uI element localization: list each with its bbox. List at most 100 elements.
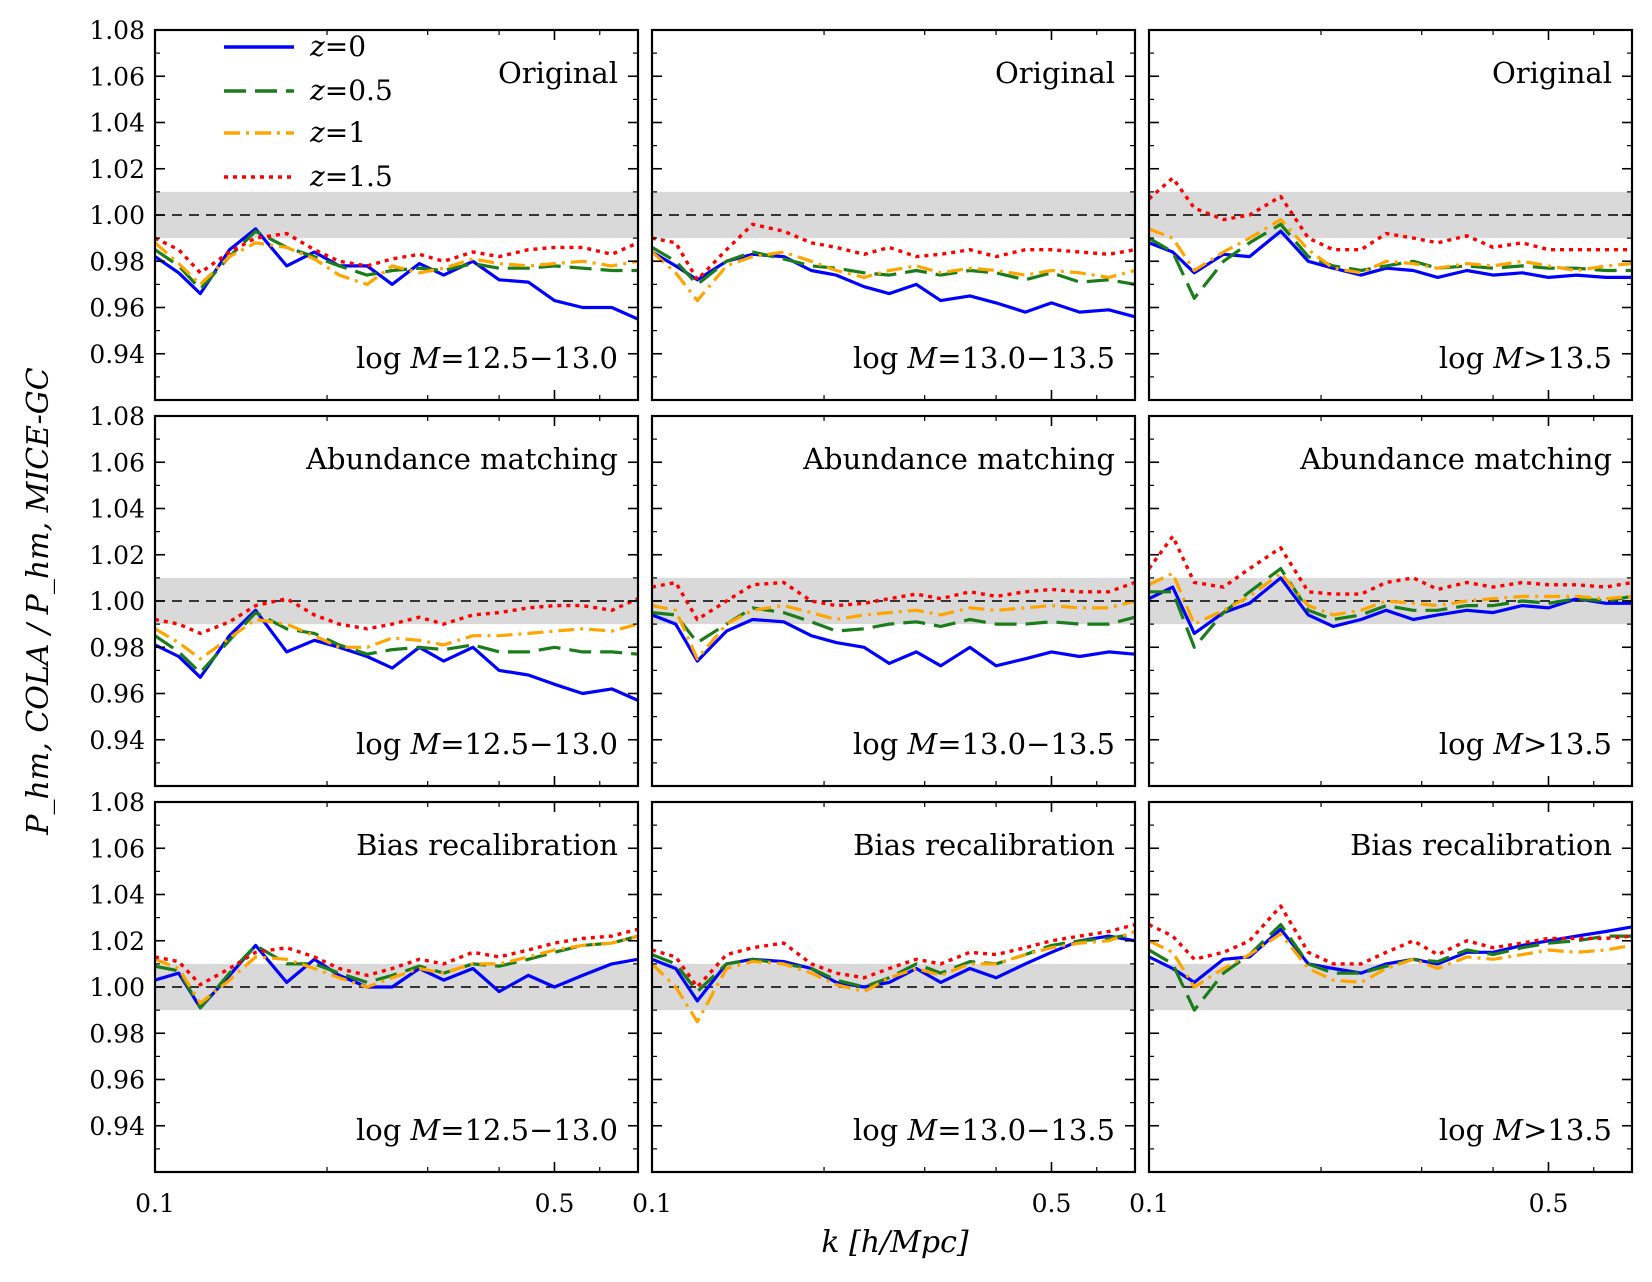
x-axis-title: k [h/Mpc] xyxy=(821,1225,969,1260)
y-tick-label: 1.06 xyxy=(89,448,145,477)
series-line-z=0.5 xyxy=(1149,566,1632,649)
y-tick-label: 0.98 xyxy=(89,1019,145,1048)
mass-prefix: log xyxy=(1439,727,1494,761)
panel-title: Original xyxy=(498,56,618,90)
mass-label: log M=13.0−13.5 xyxy=(853,727,1115,761)
series-line-z=0 xyxy=(155,608,638,702)
mass-var: M xyxy=(1492,727,1524,761)
y-tick-label: 1.02 xyxy=(89,927,145,956)
y-tick-label: 1.02 xyxy=(89,155,145,184)
panel-frame xyxy=(1147,414,1634,788)
mass-prefix: log xyxy=(1439,341,1494,375)
mass-range: =12.5−13.0 xyxy=(440,727,618,761)
mass-label: log M=12.5−13.0 xyxy=(356,727,618,761)
y-tick-label: 1.08 xyxy=(89,788,145,817)
x-tick-label: 0.5 xyxy=(1529,1189,1569,1218)
y-tick-label: 1.00 xyxy=(89,201,145,230)
series-line-z=1 xyxy=(652,250,1135,303)
panel-r1-c0: Abundance matching log M=12.5−13.0 xyxy=(153,414,640,788)
legend-val: 1 xyxy=(348,116,366,149)
series-line-z=0.5 xyxy=(1149,222,1632,300)
panel-frame xyxy=(153,800,640,1174)
series-line-z=1.5 xyxy=(155,597,638,636)
series-line-z=1 xyxy=(1149,932,1632,989)
panel-r1-c2: Abundance matching log M>13.5 xyxy=(1147,414,1634,788)
panel-frame xyxy=(153,28,640,402)
mass-var: M xyxy=(410,1113,442,1147)
series-line-z=1.5 xyxy=(1149,176,1632,252)
series-line-z=1.5 xyxy=(155,927,638,987)
y-tick-label: 1.04 xyxy=(89,495,145,524)
series-line-z=1 xyxy=(1149,571,1632,626)
panel-frame xyxy=(650,414,1137,788)
panel-title: Abundance matching xyxy=(305,442,618,476)
panel-frame xyxy=(1147,28,1634,402)
y-tick-label: 1.00 xyxy=(89,587,145,616)
mass-prefix: log xyxy=(853,341,908,375)
mass-label: log M>13.5 xyxy=(1439,1113,1612,1147)
mass-var: M xyxy=(907,341,939,375)
legend-label: z=1.5 xyxy=(309,160,393,193)
series-line-z=1.5 xyxy=(155,231,638,275)
series-line-z=0.5 xyxy=(1149,922,1632,1012)
legend-val: 1.5 xyxy=(348,160,393,193)
y-tick-label: 1.02 xyxy=(89,541,145,570)
panel-title: Bias recalibration xyxy=(356,828,618,862)
y-tick-label: 1.08 xyxy=(89,402,145,431)
series-line-z=0 xyxy=(652,613,1135,668)
mass-prefix: log xyxy=(356,1113,411,1147)
series-line-z=1.5 xyxy=(652,580,1135,622)
series-line-z=0 xyxy=(1149,229,1632,279)
x-tick-label: 0.1 xyxy=(1129,1189,1169,1218)
mass-prefix: log xyxy=(356,727,411,761)
series-line-z=0.5 xyxy=(155,610,638,675)
x-tick-label: 0.5 xyxy=(1032,1189,1072,1218)
panel-frame xyxy=(650,28,1137,402)
series-line-z=0 xyxy=(1149,925,1632,985)
series-line-z=0.5 xyxy=(652,932,1135,994)
y-tick-label: 0.96 xyxy=(89,680,145,709)
y-tick-label: 0.98 xyxy=(89,633,145,662)
mass-prefix: log xyxy=(853,727,908,761)
mass-prefix: log xyxy=(1439,1113,1494,1147)
y-tick-label: 1.06 xyxy=(89,834,145,863)
legend-label: z=0.5 xyxy=(309,74,393,107)
panel-r2-c0: Bias recalibration log M=12.5−13.0 xyxy=(153,800,640,1174)
legend-var: z xyxy=(309,30,325,63)
panel-title: Original xyxy=(1492,56,1612,90)
legend-var: z xyxy=(309,116,325,149)
series-line-z=0.5 xyxy=(652,246,1135,286)
y-tick-label: 1.06 xyxy=(89,62,145,91)
mass-range: =13.0−13.5 xyxy=(937,1113,1115,1147)
legend-val: 0.5 xyxy=(348,74,393,107)
mass-var: M xyxy=(1492,1113,1524,1147)
panel-title: Abundance matching xyxy=(1299,442,1612,476)
y-tick-label: 0.94 xyxy=(89,340,145,369)
mass-prefix: log xyxy=(356,341,411,375)
panel-frame xyxy=(153,414,640,788)
y-tick-label: 0.96 xyxy=(89,1066,145,1095)
series-line-z=0.5 xyxy=(652,606,1135,645)
x-tick-label: 0.1 xyxy=(135,1189,175,1218)
mass-var: M xyxy=(907,1113,939,1147)
mass-range: =12.5−13.0 xyxy=(440,341,618,375)
series-line-z=0 xyxy=(155,227,638,321)
panel-title: Bias recalibration xyxy=(853,828,1115,862)
legend-val: 0 xyxy=(348,30,366,63)
mass-label: log M=13.0−13.5 xyxy=(853,1113,1115,1147)
mass-range: >13.5 xyxy=(1523,727,1612,761)
series-line-z=1 xyxy=(1149,218,1632,275)
x-tick-label: 0.1 xyxy=(632,1189,672,1218)
mass-range: >13.5 xyxy=(1523,1113,1612,1147)
series-line-z=1 xyxy=(652,929,1135,1024)
mass-var: M xyxy=(907,727,939,761)
panel-r1-c1: Abundance matching log M=13.0−13.5 xyxy=(650,414,1137,788)
legend-label: z=0 xyxy=(309,30,366,63)
mass-label: log M>13.5 xyxy=(1439,341,1612,375)
legend-var: z xyxy=(309,160,325,193)
mass-range: =13.0−13.5 xyxy=(937,727,1115,761)
panel-r2-c2: Bias recalibration log M>13.5 xyxy=(1147,800,1634,1174)
mass-range: >13.5 xyxy=(1523,341,1612,375)
series-line-z=1.5 xyxy=(652,922,1135,989)
legend: z=0z=0.5z=1z=1.5 xyxy=(224,30,393,193)
